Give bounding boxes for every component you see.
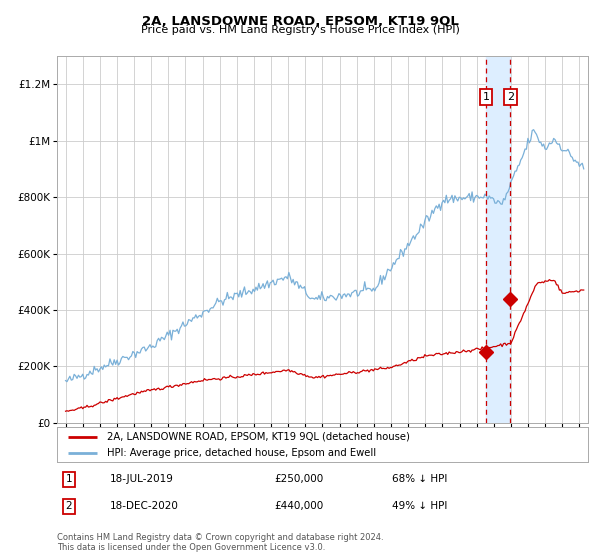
Text: 2: 2: [506, 92, 514, 102]
Text: £440,000: £440,000: [275, 501, 324, 511]
Text: HPI: Average price, detached house, Epsom and Ewell: HPI: Average price, detached house, Epso…: [107, 447, 377, 458]
Text: 2A, LANSDOWNE ROAD, EPSOM, KT19 9QL: 2A, LANSDOWNE ROAD, EPSOM, KT19 9QL: [142, 15, 458, 27]
Text: 2A, LANSDOWNE ROAD, EPSOM, KT19 9QL (detached house): 2A, LANSDOWNE ROAD, EPSOM, KT19 9QL (det…: [107, 432, 410, 442]
Text: 2: 2: [65, 501, 72, 511]
Text: Price paid vs. HM Land Registry's House Price Index (HPI): Price paid vs. HM Land Registry's House …: [140, 25, 460, 35]
Text: 49% ↓ HPI: 49% ↓ HPI: [392, 501, 447, 511]
Text: £250,000: £250,000: [275, 474, 324, 484]
Text: 68% ↓ HPI: 68% ↓ HPI: [392, 474, 447, 484]
Text: This data is licensed under the Open Government Licence v3.0.: This data is licensed under the Open Gov…: [57, 543, 325, 552]
Text: 1: 1: [482, 92, 490, 102]
Text: 18-JUL-2019: 18-JUL-2019: [110, 474, 174, 484]
Text: 18-DEC-2020: 18-DEC-2020: [110, 501, 179, 511]
Text: 1: 1: [65, 474, 72, 484]
Bar: [486, 56, 510, 423]
Text: Contains HM Land Registry data © Crown copyright and database right 2024.: Contains HM Land Registry data © Crown c…: [57, 533, 383, 542]
